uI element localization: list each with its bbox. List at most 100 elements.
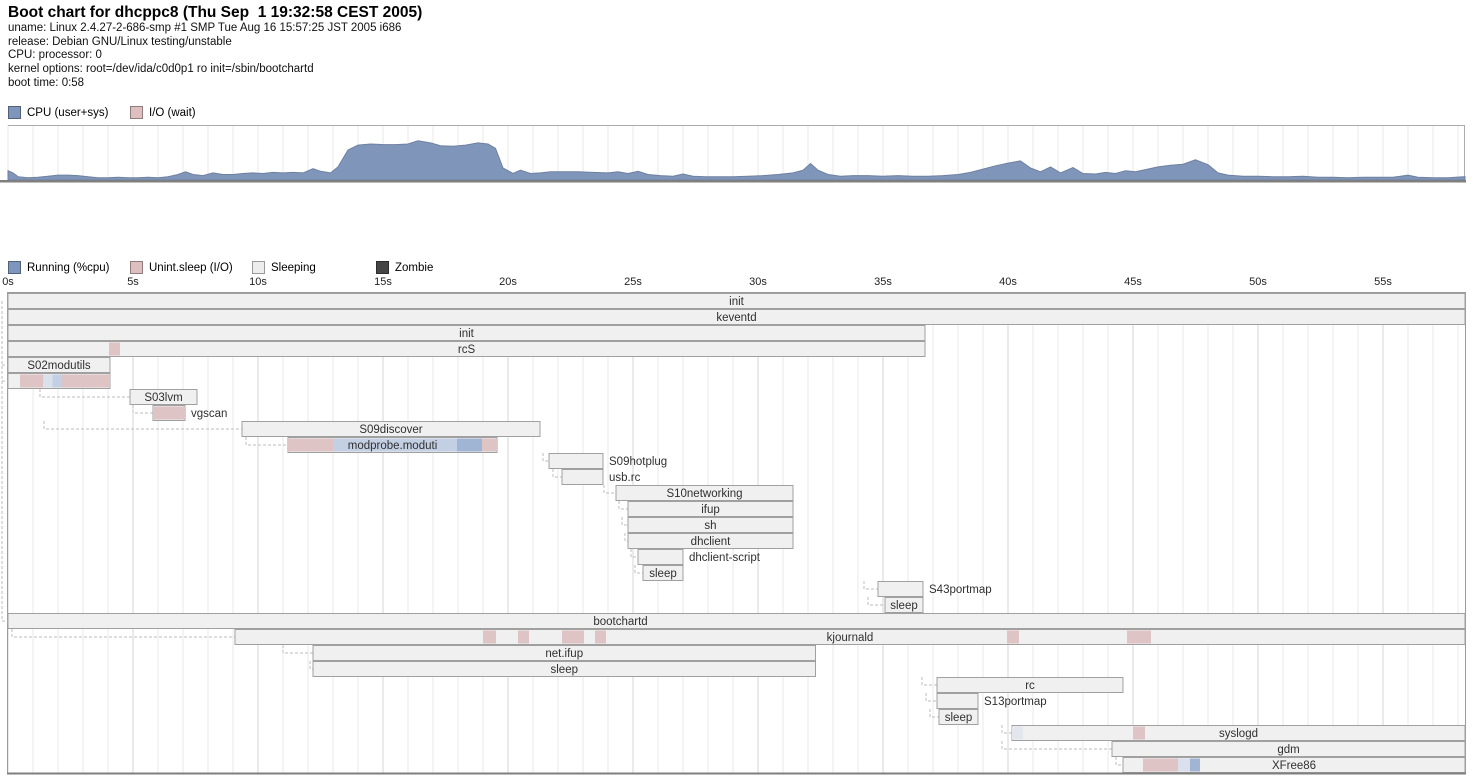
process-bar (234, 629, 1466, 645)
cpu-axis-line (0, 180, 1466, 183)
process-row: rcS (7, 341, 926, 357)
process-bar (548, 453, 604, 469)
process-state-segment (333, 438, 457, 452)
process-row: syslogd (1011, 725, 1466, 741)
tree-connector (1001, 741, 1112, 750)
process-bar (1111, 741, 1466, 757)
process-label: modprobe.moduti (348, 440, 438, 452)
process-state-segment (518, 630, 529, 644)
legend-item-io-wait: I/O (wait) (130, 106, 196, 119)
tree-connector (132, 405, 153, 414)
process-state-segment (52, 374, 62, 388)
process-row: S03lvm (129, 389, 198, 405)
tree-connector (39, 389, 130, 398)
process-state-segment (109, 342, 120, 356)
process-row: sleep (642, 565, 684, 581)
process-label: XFree86 (1272, 760, 1316, 772)
process-label: gdm (1277, 744, 1299, 756)
process-label: vgscan (191, 408, 227, 420)
process-bar (627, 533, 794, 549)
process-state-segment (1143, 758, 1178, 772)
process-state-segment (62, 374, 110, 388)
process-label: S43portmap (929, 584, 992, 596)
process-bar (615, 485, 794, 501)
process-state-segment (482, 438, 497, 452)
process-state-segment (483, 630, 496, 644)
cpu-utilization-chart (0, 125, 1466, 183)
time-axis: 0s 5s 10s 15s 20s 25s 30s 35s 40s 45s 50s 55s (0, 276, 1474, 290)
process-label: keventd (716, 312, 756, 324)
process-row: usb.rc (561, 469, 641, 485)
process-label: dhclient-script (689, 552, 761, 564)
axis-tick-label: 30s (749, 276, 767, 288)
process-label: S02modutils (27, 360, 91, 372)
process-bar (7, 309, 1466, 325)
process-row: S02modutils (7, 357, 111, 373)
process-label: S09hotplug (609, 456, 667, 468)
process-label: rc (1025, 680, 1035, 692)
tree-connector (309, 661, 313, 670)
tree-connector (245, 437, 288, 446)
header: Boot chart for dhcppc8 (Thu Sep 1 19:32:… (8, 4, 422, 91)
tree-connector (863, 581, 878, 590)
tree-connector (621, 517, 628, 526)
legend-item-unint-sleep: Unint.sleep (I/O) (130, 261, 233, 274)
process-row: rc (936, 677, 1124, 693)
tree-connector (925, 693, 937, 702)
process-row: dhclient (627, 533, 794, 549)
process-row: S13portmap (936, 693, 1047, 709)
tree-connector (618, 501, 628, 510)
tree-connector (282, 645, 313, 654)
process-label: sleep (890, 600, 918, 612)
process-row (7, 373, 111, 389)
process-label: S10networking (666, 488, 742, 500)
process-bar (7, 325, 926, 341)
process-label: S13portmap (984, 696, 1047, 708)
process-label: S03lvm (144, 392, 182, 404)
process-chart-legend: Running (%cpu) Unint.sleep (I/O) Sleeping Z… (0, 261, 1474, 275)
process-row: dhclient-script (637, 549, 761, 565)
legend-label: I/O (wait) (149, 106, 196, 119)
unint-sleep-color-swatch-icon (130, 261, 143, 274)
process-bar (642, 565, 684, 581)
process-row: sleep (884, 597, 924, 613)
tree-connector (1115, 757, 1123, 766)
process-state-segment (562, 630, 584, 644)
process-bar (312, 645, 816, 661)
axis-tick-label: 0s (2, 276, 14, 288)
tree-connector (929, 709, 939, 718)
axis-tick-label: 15s (374, 276, 392, 288)
process-label: net.ifup (545, 648, 583, 660)
process-label: sleep (551, 664, 579, 676)
process-label: usb.rc (609, 472, 641, 484)
process-bar (936, 693, 979, 709)
process-label: kjournald (827, 632, 874, 644)
process-bar (312, 661, 816, 677)
running-color-swatch-icon (8, 261, 21, 274)
process-row: net.ifup (312, 645, 816, 661)
axis-tick-label: 10s (249, 276, 267, 288)
tree-connector (634, 565, 643, 574)
process-state-segment (1007, 630, 1019, 644)
header-uname: uname: Linux 2.4.27-2-686-smp #1 SMP Tue… (8, 22, 402, 34)
process-row: sleep (312, 661, 816, 677)
process-bar (877, 581, 924, 597)
axis-tick-label: 45s (1124, 276, 1142, 288)
process-bar (561, 469, 604, 485)
process-state-segment (1178, 758, 1190, 772)
sleeping-color-swatch-icon (252, 261, 265, 274)
process-row: kjournald (234, 629, 1466, 645)
process-state-segment (153, 406, 185, 420)
legend-label: CPU (user+sys) (27, 106, 109, 119)
header-kernel-options: kernel options: root=/dev/ida/c0d0p1 ro … (8, 63, 314, 76)
process-label: syslogd (1219, 728, 1258, 740)
tree-connector (867, 597, 885, 606)
process-bar (627, 501, 794, 517)
tree-connector (542, 453, 549, 462)
zombie-color-swatch-icon (376, 261, 389, 274)
header-boot-time: boot time: 0:58 (8, 76, 85, 89)
process-bar (627, 517, 794, 533)
cpu-color-swatch-icon (8, 106, 21, 119)
tree-connector (624, 533, 628, 542)
